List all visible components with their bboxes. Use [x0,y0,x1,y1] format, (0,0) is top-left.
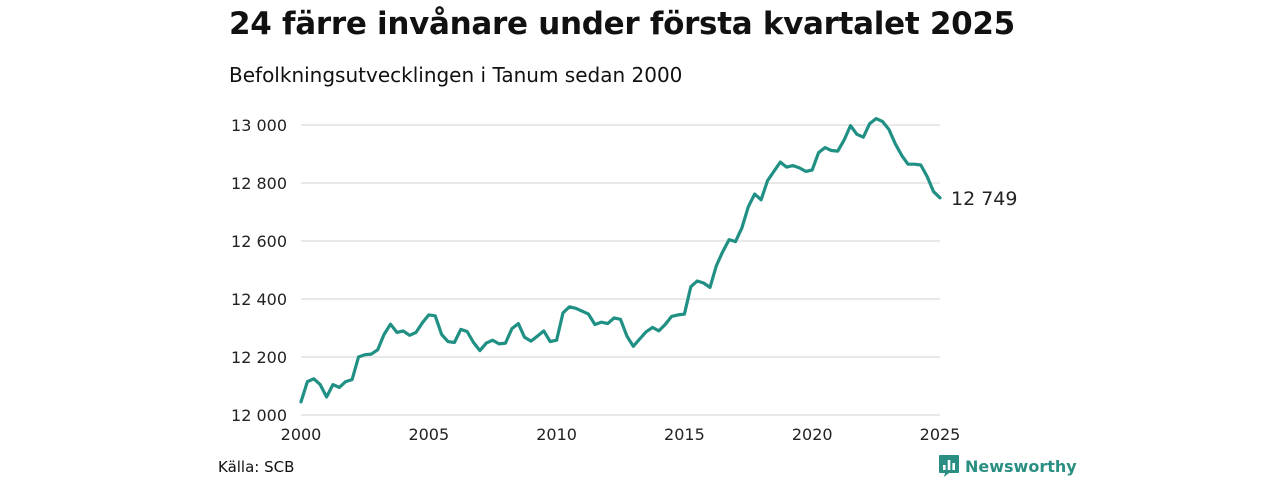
bar-chart-icon [939,455,959,477]
end-value-label-group: 12 749 [951,188,1017,210]
y-tick-label: 12 600 [231,232,287,251]
y-tick-label: 12 400 [231,290,287,309]
x-tick-label: 2015 [664,425,705,444]
y-tick-label: 13 000 [231,116,287,135]
x-tick-label: 2010 [536,425,577,444]
x-tick-label: 2025 [920,425,961,444]
x-axis-tick-labels: 2000 2005 2010 2015 2020 2025 [281,425,961,444]
y-tick-label: 12 000 [231,406,287,425]
x-tick-label: 2005 [408,425,449,444]
x-tick-label: 2020 [792,425,833,444]
series-group [299,116,942,404]
chart-subtitle: Befolkningsutvecklingen i Tanum sedan 20… [229,63,683,87]
x-tick-label: 2000 [281,425,322,444]
source-note: Källa: SCB [218,458,295,476]
brand-logo: Newsworthy [938,454,1077,478]
population-line [299,116,942,404]
gridlines [301,124,940,416]
y-axis-tick-labels: 12 000 12 200 12 400 12 600 12 800 13 000 [231,116,287,425]
brand-name: Newsworthy [965,456,1077,476]
y-tick-label: 12 800 [231,174,287,193]
end-value-label: 12 749 [951,188,1017,210]
y-tick-label: 12 200 [231,348,287,367]
chart-title: 24 färre invånare under första kvartalet… [229,6,1015,42]
